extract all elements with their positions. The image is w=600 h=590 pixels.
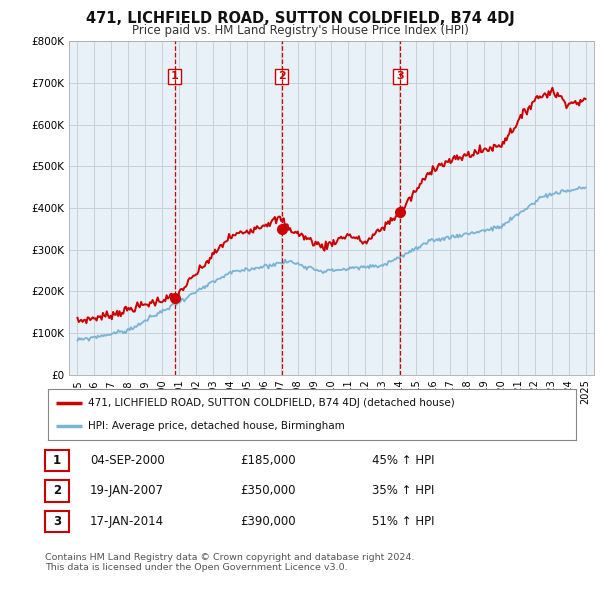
Text: 471, LICHFIELD ROAD, SUTTON COLDFIELD, B74 4DJ: 471, LICHFIELD ROAD, SUTTON COLDFIELD, B… bbox=[86, 11, 514, 25]
Text: HPI: Average price, detached house, Birmingham: HPI: Average price, detached house, Birm… bbox=[88, 421, 344, 431]
Text: 04-SEP-2000: 04-SEP-2000 bbox=[90, 454, 165, 467]
Text: 51% ↑ HPI: 51% ↑ HPI bbox=[372, 515, 434, 528]
Text: 17-JAN-2014: 17-JAN-2014 bbox=[90, 515, 164, 528]
Text: Price paid vs. HM Land Registry's House Price Index (HPI): Price paid vs. HM Land Registry's House … bbox=[131, 24, 469, 37]
Text: 471, LICHFIELD ROAD, SUTTON COLDFIELD, B74 4DJ (detached house): 471, LICHFIELD ROAD, SUTTON COLDFIELD, B… bbox=[88, 398, 454, 408]
Text: £390,000: £390,000 bbox=[240, 515, 296, 528]
Text: 2: 2 bbox=[278, 71, 286, 81]
Text: 35% ↑ HPI: 35% ↑ HPI bbox=[372, 484, 434, 497]
Text: 1: 1 bbox=[171, 71, 179, 81]
Text: This data is licensed under the Open Government Licence v3.0.: This data is licensed under the Open Gov… bbox=[45, 563, 347, 572]
Text: 3: 3 bbox=[396, 71, 404, 81]
Text: Contains HM Land Registry data © Crown copyright and database right 2024.: Contains HM Land Registry data © Crown c… bbox=[45, 553, 415, 562]
Text: 3: 3 bbox=[53, 515, 61, 528]
Text: £185,000: £185,000 bbox=[240, 454, 296, 467]
Text: 1: 1 bbox=[53, 454, 61, 467]
Text: 45% ↑ HPI: 45% ↑ HPI bbox=[372, 454, 434, 467]
Text: 2: 2 bbox=[53, 484, 61, 497]
Text: £350,000: £350,000 bbox=[240, 484, 296, 497]
Text: 19-JAN-2007: 19-JAN-2007 bbox=[90, 484, 164, 497]
